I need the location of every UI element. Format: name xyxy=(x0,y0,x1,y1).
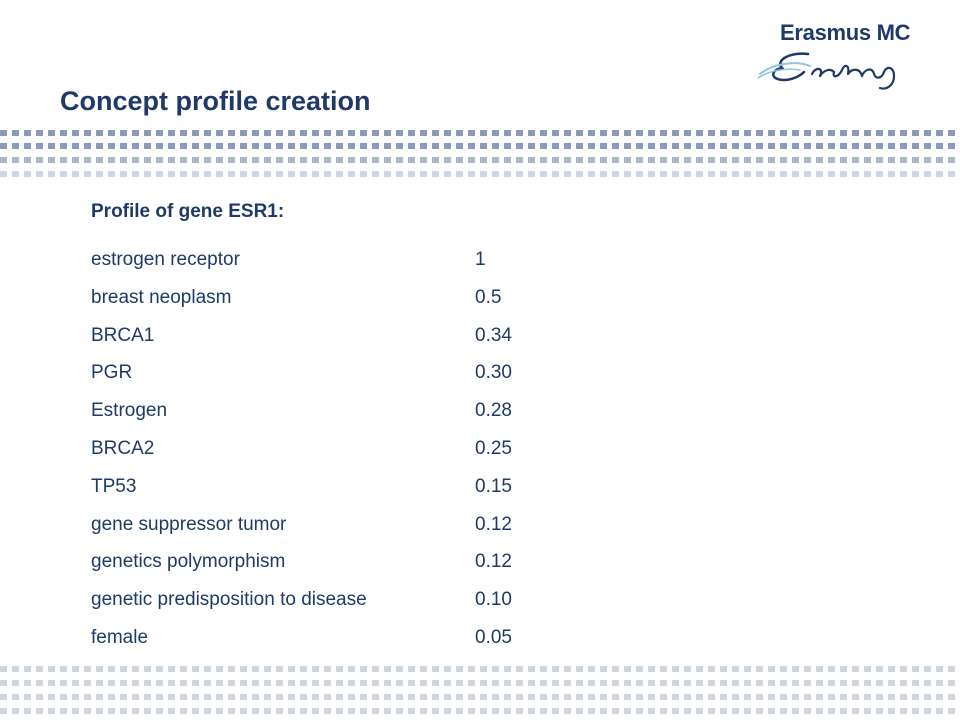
erasmus-mc-logo: Erasmus MC xyxy=(750,14,930,94)
concept-term: estrogen receptor xyxy=(91,249,240,270)
concept-score: 0.28 xyxy=(475,400,512,422)
concept-score: 0.10 xyxy=(475,589,512,611)
concept-score: 0.34 xyxy=(475,324,512,346)
concept-score: 0.05 xyxy=(475,626,512,648)
concept-term: gene suppressor tumor xyxy=(91,513,287,535)
profile-row: breast neoplasm 0.5 xyxy=(91,279,512,317)
profile-row: gene suppressor tumor 0.12 xyxy=(91,506,512,544)
profile-list: estrogen receptor 1 breast neoplasm 0.5 … xyxy=(91,241,512,657)
logo-wordmark: Erasmus MC xyxy=(780,20,911,45)
dotted-divider-bottom xyxy=(0,694,960,700)
concept-score: 0.5 xyxy=(475,286,502,308)
profile-row: genetic predisposition to disease 0.10 xyxy=(91,581,512,619)
concept-score: 0.30 xyxy=(475,362,512,384)
concept-score: 0.25 xyxy=(475,437,512,459)
slide-title: Concept profile creation xyxy=(60,86,371,116)
concept-term: breast neoplasm xyxy=(91,286,232,308)
concept-score: 0.12 xyxy=(475,551,512,573)
dotted-divider-top xyxy=(0,157,960,163)
profile-row: estrogen receptor 1 xyxy=(91,241,512,279)
concept-term: genetics polymorphism xyxy=(91,551,286,573)
concept-score: 0.12 xyxy=(475,513,512,535)
profile-row: female 0.05 xyxy=(91,619,512,657)
concept-score: 0.15 xyxy=(475,475,512,497)
erasmus-signature-icon xyxy=(757,52,896,90)
profile-row: Estrogen 0.28 xyxy=(91,392,512,430)
dotted-divider-top xyxy=(0,130,960,136)
concept-score: 1 xyxy=(475,249,486,270)
dotted-divider-top xyxy=(0,171,960,177)
profile-row: BRCA2 0.25 xyxy=(91,430,512,468)
dotted-divider-bottom xyxy=(0,708,960,714)
concept-term: Estrogen xyxy=(91,400,168,422)
concept-term: TP53 xyxy=(91,475,137,497)
dotted-divider-bottom xyxy=(0,666,960,672)
profile-row: BRCA1 0.34 xyxy=(91,317,512,355)
profile-row: PGR 0.30 xyxy=(91,354,512,392)
concept-term: female xyxy=(91,626,149,648)
profile-row: genetics polymorphism 0.12 xyxy=(91,543,512,581)
profile-heading: Profile of gene ESR1: xyxy=(91,201,285,222)
concept-term: BRCA1 xyxy=(91,324,155,346)
concept-term: genetic predisposition to disease xyxy=(91,589,367,611)
concept-term: BRCA2 xyxy=(91,437,155,459)
concept-term: PGR xyxy=(91,362,133,384)
dotted-divider-top xyxy=(0,143,960,149)
dotted-divider-bottom xyxy=(0,680,960,686)
gene-profile: Profile of gene ESR1: estrogen receptor … xyxy=(91,193,512,657)
profile-row: TP53 0.15 xyxy=(91,468,512,506)
